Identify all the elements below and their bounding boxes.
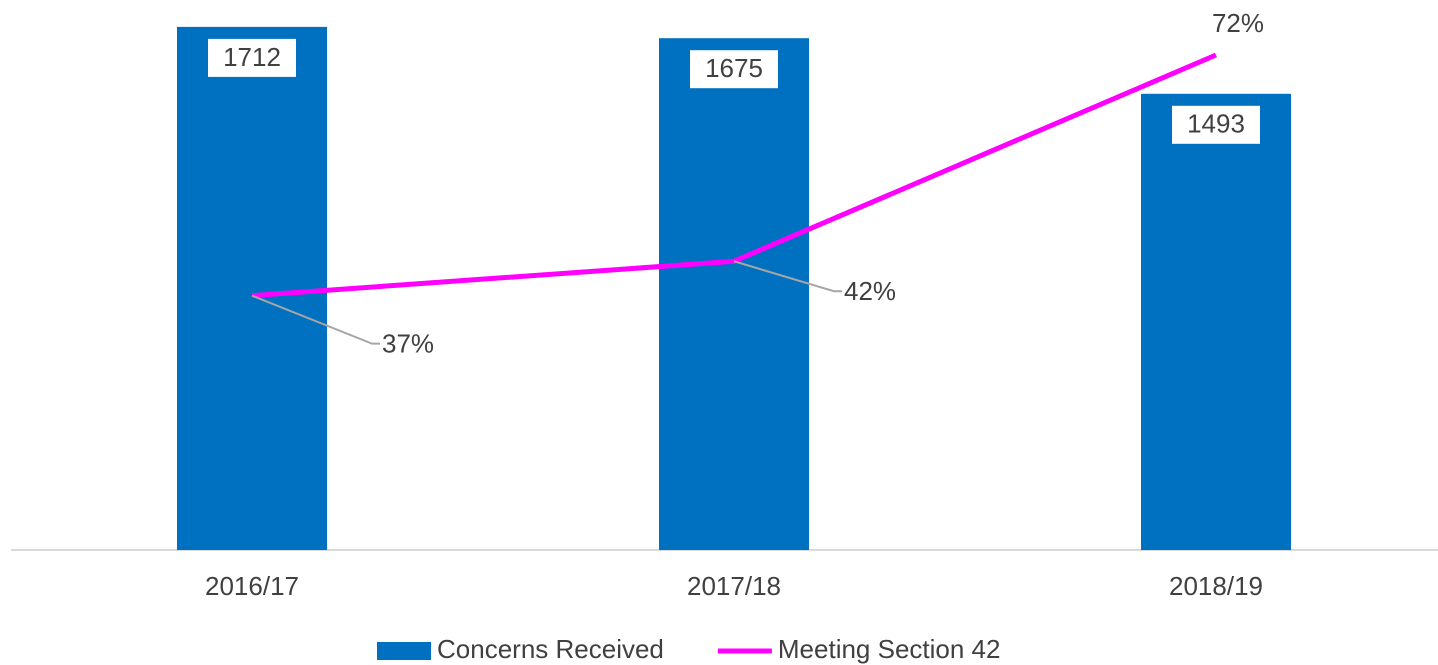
data-label: 1675 xyxy=(705,53,763,83)
data-label-box xyxy=(1172,105,1260,144)
data-label: 1712 xyxy=(223,42,281,72)
bar xyxy=(1141,93,1291,551)
bar xyxy=(177,26,327,550)
data-label-box xyxy=(208,38,296,77)
x-tick-label: 2018/19 xyxy=(1169,571,1263,601)
legend-label: Concerns Received xyxy=(437,634,664,664)
data-label: 42% xyxy=(844,276,896,306)
leader-line xyxy=(733,260,842,293)
leader-line xyxy=(251,294,380,345)
legend-label: Meeting Section 42 xyxy=(778,634,1001,664)
bar xyxy=(659,38,809,550)
data-label: 1493 xyxy=(1187,109,1245,139)
x-tick-label: 2017/18 xyxy=(687,571,781,601)
legend-swatch xyxy=(377,642,431,660)
data-label-box xyxy=(690,50,778,89)
data-label: 72% xyxy=(1212,8,1264,38)
data-label: 37% xyxy=(382,329,434,359)
x-tick-label: 2016/17 xyxy=(205,571,299,601)
